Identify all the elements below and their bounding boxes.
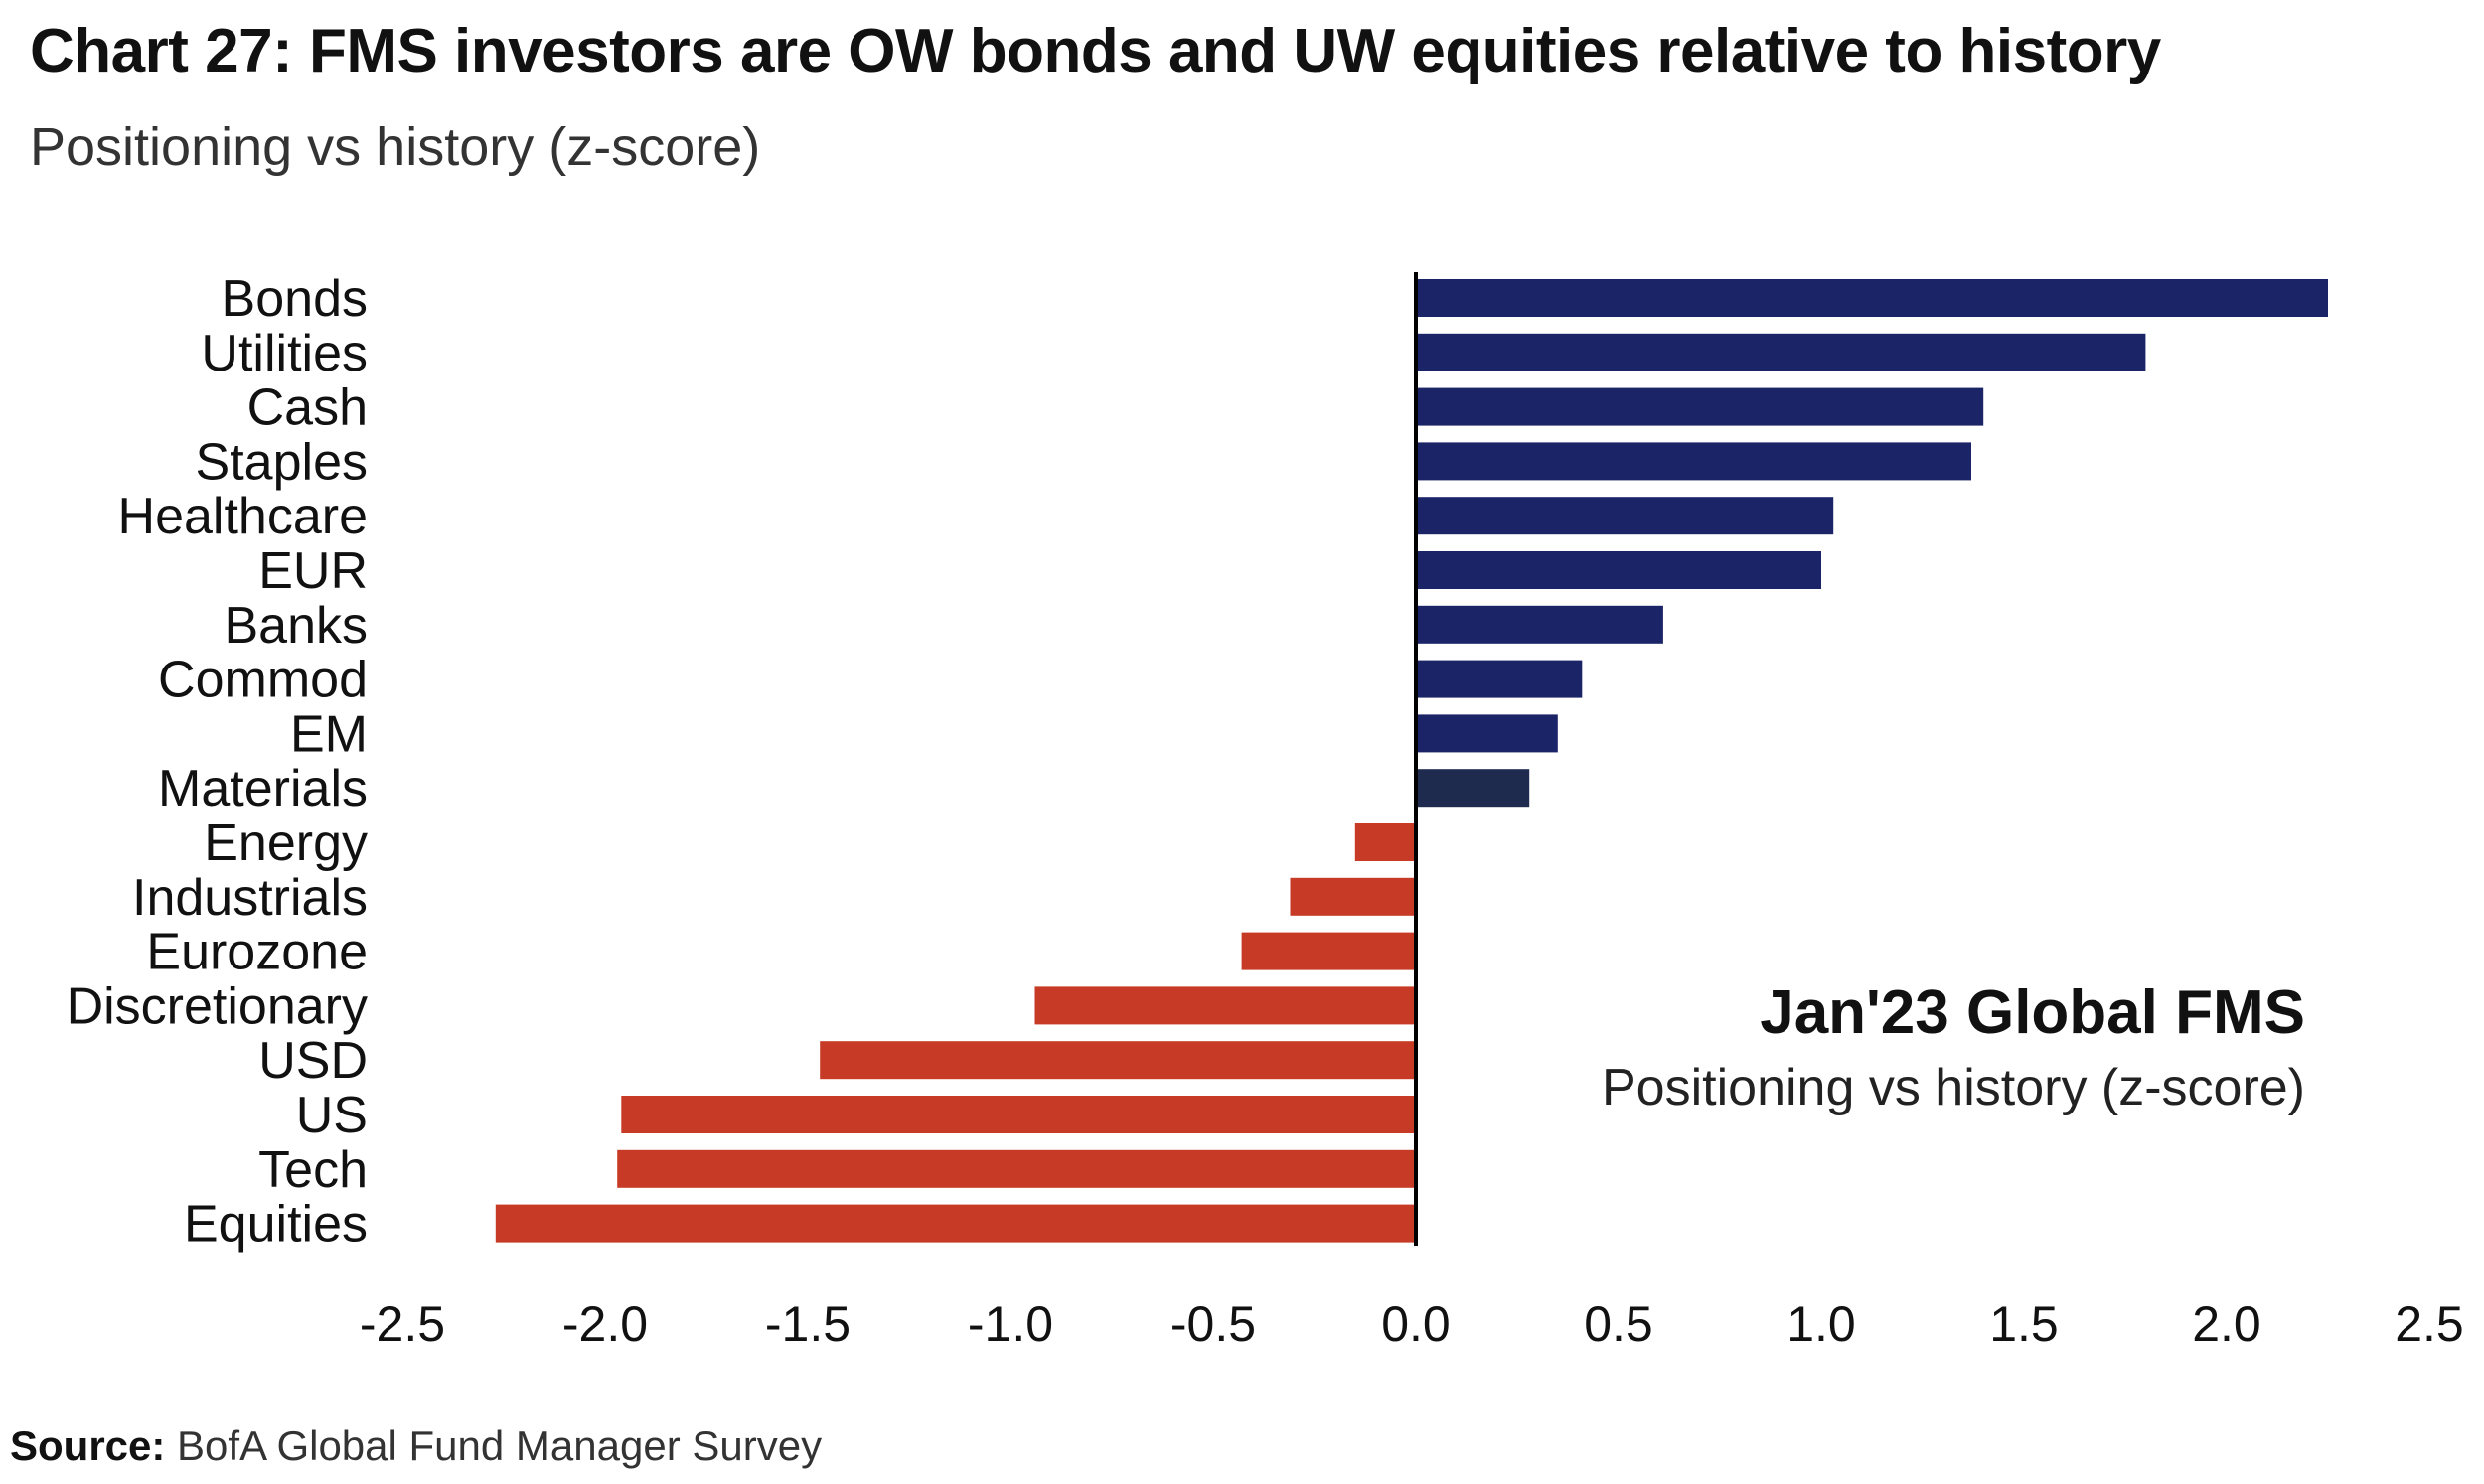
category-label-healthcare: Healthcare [118,488,368,545]
source-label: Source: [10,1422,166,1469]
x-axis-tick-labels: -2.5 -2.0 -1.5 -1.0 -0.5 0.0 0.5 1.0 1.5 2.0 2.5 [360,1296,2464,1352]
category-label-eur: EUR [258,542,368,600]
category-label-discretionary: Discretionary [67,977,368,1035]
category-label-materials: Materials [158,760,368,817]
category-labels: BondsUtilitiesCashStaplesHealthcareEURBa… [67,270,368,1254]
category-label-usd: USD [258,1032,368,1090]
annotation-title: Jan'23 Global FMS [1760,978,2305,1047]
bar-materials [1416,769,1530,808]
x-tick-label: -1.5 [765,1296,851,1352]
category-label-energy: Energy [204,815,368,872]
category-label-commod: Commod [158,652,368,709]
bar-cash [1416,387,1984,426]
bar-tech [617,1149,1416,1188]
category-label-industrials: Industrials [132,869,368,927]
category-label-banks: Banks [224,597,368,655]
bar-eur [1416,551,1821,589]
category-label-eurozone: Eurozone [146,924,368,981]
bar-industrials [1290,877,1416,916]
page-title: Chart 27: FMS investors are OW bonds and… [30,17,2161,85]
source-text: BofA Global Fund Manager Survey [177,1422,823,1469]
category-label-equities: Equities [184,1196,368,1254]
category-label-staples: Staples [196,433,368,491]
bar-em [1416,714,1558,753]
bar-us [621,1096,1416,1133]
x-tick-label: 1.5 [1989,1296,2059,1352]
bar-healthcare [1416,497,1834,535]
category-label-us: US [296,1087,368,1144]
category-label-cash: Cash [247,379,368,437]
x-tick-label: -2.5 [360,1296,445,1352]
bar-energy [1354,823,1416,861]
bar-discretionary [1034,986,1416,1025]
bar-utilities [1416,333,2146,371]
bar-usd [820,1041,1416,1080]
x-tick-label: -2.0 [562,1296,648,1352]
category-label-bonds: Bonds [222,270,368,328]
category-label-em: EM [290,705,368,763]
x-tick-label: 0.5 [1584,1296,1653,1352]
page-subtitle: Positioning vs history (z-score) [30,117,761,177]
x-tick-label: -1.0 [968,1296,1053,1352]
x-tick-label: 1.0 [1786,1296,1856,1352]
bar-staples [1416,442,1971,481]
annotation-subtitle: Positioning vs history (z-score) [1602,1059,2305,1116]
x-tick-label: 2.5 [2395,1296,2464,1352]
bars-layer [495,279,2328,1243]
chart-annotation: Jan'23 Global FMS Positioning vs history… [1602,978,2305,1116]
bar-eurozone [1241,932,1416,970]
x-tick-label: 2.0 [2192,1296,2261,1352]
x-tick-label: 0.0 [1381,1296,1451,1352]
category-label-tech: Tech [258,1141,368,1199]
bar-bonds [1416,279,2328,317]
source-note: Source: BofA Global Fund Manager Survey [10,1416,822,1476]
bar-commod [1416,660,1583,698]
x-tick-label: -0.5 [1170,1296,1256,1352]
category-label-utilities: Utilities [201,325,368,382]
bar-equities [495,1204,1416,1243]
bar-banks [1416,605,1663,644]
